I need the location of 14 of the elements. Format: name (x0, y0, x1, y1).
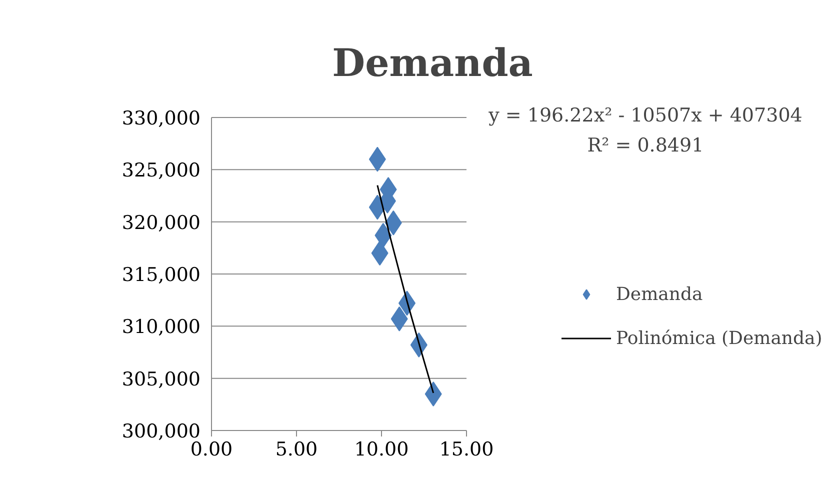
x-tick-label: 15.00 (439, 438, 494, 460)
y-tick-label: 310,000 (122, 316, 201, 338)
y-tick-label: 320,000 (122, 212, 201, 234)
x-tick-label: 10.00 (354, 438, 409, 460)
y-tick-label: 330,000 (122, 108, 201, 130)
text: y = 196.22x² - 10507x + 407304 (488, 104, 802, 126)
y-tick-label: 325,000 (122, 160, 201, 182)
x-tick-label: 5.00 (275, 438, 318, 460)
y-tick-label: 315,000 (122, 264, 201, 286)
y-tick-label: 305,000 (122, 368, 201, 390)
text: R² = 0.8491 (587, 134, 704, 156)
legend-label: Polinómica (Demanda) (616, 328, 822, 348)
legend-label: Demanda (616, 284, 704, 304)
chart-title: Demanda (332, 40, 533, 85)
